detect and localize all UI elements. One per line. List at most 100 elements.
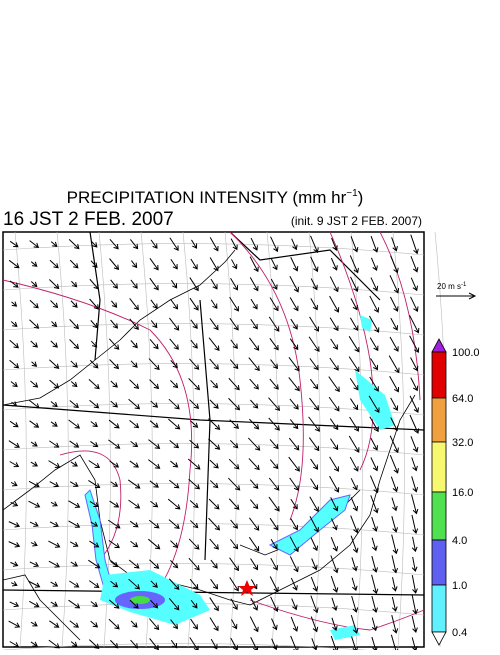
wind-arrow [149,379,160,390]
wind-arrow [191,239,198,249]
wind-arrow [210,278,218,290]
wind-arrow [329,317,339,332]
wind-arrow [148,459,161,469]
wind-arrow [390,255,399,274]
wind-arrow [48,560,60,568]
wind-arrow [410,296,419,313]
wind-arrow [209,459,219,469]
wind-arrow [30,380,39,388]
wind-arrow [170,279,178,289]
wind-arrow [329,295,340,313]
wind-arrow [290,577,298,591]
wind-arrow [49,359,60,369]
wind-arrow [410,234,419,255]
wind-arrow [110,319,119,329]
wind-arrow [230,339,238,349]
wind-arrow [110,279,118,289]
wind-arrow [70,641,78,647]
wind-arrow [190,319,198,329]
wind-arrow [9,420,19,428]
wind-arrow [250,298,258,310]
wind-arrow [390,397,399,411]
wind-arrow [29,561,40,568]
wind-arrow [29,521,39,527]
wind-arrow [9,601,20,608]
wind-arrow [229,577,239,592]
wind-arrow [389,454,399,474]
wind-arrow [88,559,101,569]
wind-arrow [70,461,78,467]
wind-arrow [391,596,398,612]
wind-arrow [90,441,99,448]
wind-arrow [351,595,359,613]
location-star [238,580,256,596]
colorbar-top-cap [431,338,447,353]
wind-arrow [28,500,41,508]
wind-arrow [89,359,99,369]
wind-arrow [189,578,199,590]
wind-arrow [391,534,399,555]
wind-arrow [310,298,318,311]
wind-arrow [349,317,359,332]
wind-arrow [310,278,318,291]
wind-arrow [8,620,21,628]
wind-arrow [10,481,18,487]
wind-arrow [228,458,240,470]
wind-arrow [248,517,260,531]
wind-arrow [30,541,38,547]
wind-arrow [290,257,299,272]
wind-arrow [371,555,379,573]
wind-arrow [168,578,180,590]
wind-arrow [149,277,159,291]
wind-arrow [409,315,420,334]
wind-arrow [411,494,419,515]
wind-arrow [210,559,218,569]
wind-arrow [189,439,200,449]
wind-arrow [409,414,420,434]
wind-arrow [150,500,159,508]
init-time: (init. 9 JST 2 FEB. 2007) [291,214,422,228]
wind-arrow [268,397,281,412]
wind-arrow [130,639,139,649]
colorbar-segment [431,491,447,541]
wind-arrow [168,418,181,430]
wind-arrow [369,315,380,333]
wind-arrow [371,595,378,613]
wind-arrow [310,235,319,254]
wind-arrow [350,535,359,554]
wind-arrow [231,259,238,270]
wind-arrow [148,538,161,550]
wind-arrow [210,299,218,310]
wind-arrow [110,560,119,568]
wind-arrow [48,639,60,649]
wind-arrow [391,516,398,533]
wind-arrow [271,618,278,631]
map-frame [2,231,425,648]
wind-arrow [69,259,79,269]
wind-arrow [310,595,319,614]
wind-arrow [89,399,100,409]
wind-arrow [69,319,80,330]
wind-arrow [168,398,180,410]
wind-arrow [269,459,279,470]
grid-line [224,231,237,648]
wind-arrow [129,520,139,528]
wind-arrow [410,277,418,292]
wind-arrow [90,340,98,348]
wind-arrow [288,356,300,372]
wind-arrow [390,476,399,493]
grid-line [392,231,405,648]
wind-arrow [109,500,120,508]
wind-arrow [329,418,339,431]
wind-arrow [148,519,160,529]
contour [379,231,421,401]
wind-arrow [28,480,40,488]
wind-arrow [48,540,61,548]
wind-arrow [170,540,179,548]
wind-arrow [208,418,221,431]
wind-arrow [30,621,38,627]
wind-arrow [50,241,58,248]
wind-arrow [248,536,260,552]
wind-arrow [50,601,58,607]
wind-arrow [69,440,80,448]
